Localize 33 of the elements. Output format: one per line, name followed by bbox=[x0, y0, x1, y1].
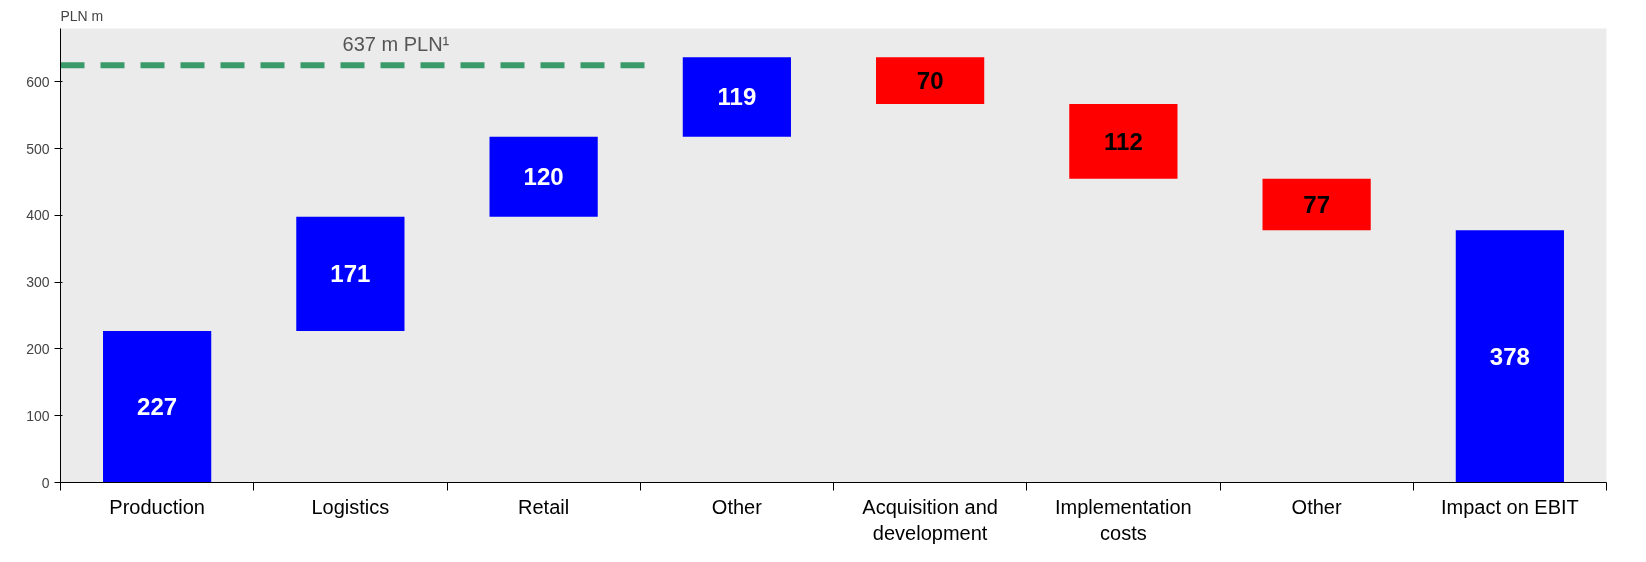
x-tick-label: Acquisition and development bbox=[862, 495, 998, 544]
data-label: 119 bbox=[717, 83, 757, 111]
bar bbox=[876, 57, 985, 104]
y-tick-label: 100 bbox=[26, 407, 50, 424]
bar bbox=[296, 216, 405, 331]
y-tick-label: 600 bbox=[26, 73, 50, 90]
data-label: 77 bbox=[1303, 190, 1330, 218]
data-label: 112 bbox=[1104, 127, 1143, 155]
x-tick-label: Other bbox=[711, 495, 763, 518]
bar bbox=[1455, 230, 1564, 483]
bar bbox=[489, 136, 598, 217]
x-tick-label: Production bbox=[109, 495, 205, 518]
data-label: 171 bbox=[330, 260, 371, 288]
y-tick-label: 400 bbox=[26, 207, 50, 224]
data-label: 70 bbox=[916, 67, 944, 95]
x-tick-label: Other bbox=[1291, 495, 1342, 518]
y-tick-label: 300 bbox=[26, 274, 50, 291]
bar bbox=[682, 57, 791, 137]
x-tick-label: Impact on EBIT bbox=[1440, 495, 1579, 518]
data-label: 227 bbox=[137, 393, 178, 421]
y-tick-label: 0 bbox=[41, 474, 50, 491]
x-tick-label: Implementation costs bbox=[1055, 495, 1192, 544]
x-tick-label: Logistics bbox=[311, 495, 390, 518]
data-label: 120 bbox=[523, 163, 564, 191]
x-tick-label: Retail bbox=[518, 495, 570, 518]
bar bbox=[103, 330, 212, 483]
y-tick-label: 200 bbox=[26, 340, 50, 357]
data-label: 378 bbox=[1489, 342, 1530, 370]
y-axis-title: PLN m bbox=[60, 7, 104, 24]
y-tick-label: 500 bbox=[26, 140, 50, 157]
bar bbox=[1262, 178, 1371, 231]
bar bbox=[1069, 103, 1178, 179]
ref-line-label: 637 m PLN¹ bbox=[342, 33, 450, 56]
